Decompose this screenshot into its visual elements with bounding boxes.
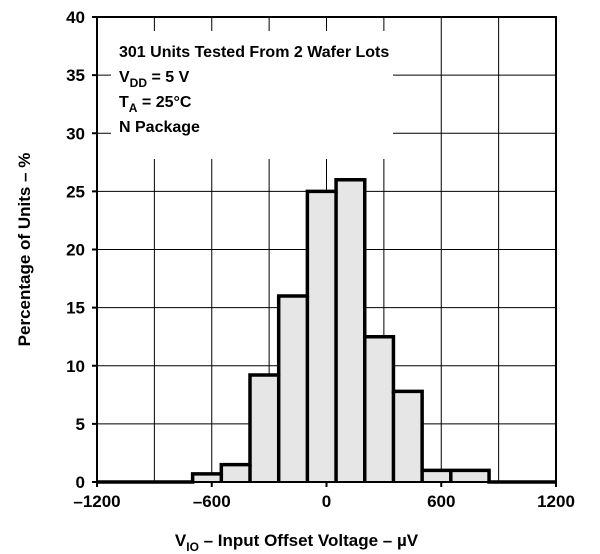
histogram-bars <box>97 178 556 484</box>
histogram-bar <box>422 470 451 482</box>
x-axis-title-rest: – Input Offset Voltage – µV <box>199 531 419 550</box>
histogram-bar <box>450 470 490 482</box>
annotation-line: 301 Units Tested From 2 Wafer Lots <box>119 44 389 61</box>
y-tick-label: 15 <box>66 299 85 318</box>
x-axis-ticks: –1200 –600 0 600 1200 <box>73 482 575 511</box>
annotation-background <box>111 31 393 159</box>
y-tick-label: 10 <box>66 357 85 376</box>
annotation-line: N Package <box>119 119 200 136</box>
annotation-text: = 25°C <box>137 94 191 111</box>
y-tick-label: 20 <box>66 241 85 260</box>
y-tick-label: 25 <box>66 182 85 201</box>
histogram-bar <box>393 391 423 482</box>
y-tick-label: 0 <box>76 473 85 492</box>
histogram-bar <box>336 179 365 482</box>
x-tick-label: 0 <box>322 492 331 511</box>
x-axis-title-sub: IO <box>186 540 199 554</box>
x-axis-title: VIO – Input Offset Voltage – µV <box>175 531 419 554</box>
annotation-text: = 5 V <box>147 69 190 86</box>
annotation-text: N Package <box>119 119 200 136</box>
y-tick-label: 5 <box>76 415 85 434</box>
annotation-text: T <box>119 94 129 111</box>
y-axis-ticks: 0 5 10 15 20 25 30 35 40 <box>66 8 97 492</box>
y-tick-label: 35 <box>66 66 85 85</box>
x-tick-label: 600 <box>427 492 455 511</box>
annotation-line: VDD = 5 V <box>119 69 190 90</box>
histogram-bar <box>278 296 308 482</box>
y-axis-title: Percentage of Units – % <box>15 153 34 347</box>
histogram-bar <box>192 473 222 482</box>
histogram-bar <box>364 336 394 482</box>
y-tick-label: 30 <box>66 124 85 143</box>
histogram-bar <box>250 375 279 482</box>
histogram-bar <box>307 191 337 482</box>
y-tick-label: 40 <box>66 8 85 27</box>
annotation-box: 301 Units Tested From 2 Wafer Lots VDD = … <box>119 44 389 136</box>
annotation-text: 301 Units Tested From 2 Wafer Lots <box>119 44 389 61</box>
annotation-subscript: DD <box>130 76 148 90</box>
x-tick-label: –600 <box>193 492 231 511</box>
annotation-text: V <box>119 69 130 86</box>
histogram-bar <box>221 464 250 482</box>
annotation-subscript: A <box>129 101 138 115</box>
x-tick-label: 1200 <box>537 492 575 511</box>
x-tick-label: –1200 <box>73 492 120 511</box>
x-axis-title-main: V <box>175 531 187 550</box>
annotation-line: TA = 25°C <box>119 94 192 115</box>
